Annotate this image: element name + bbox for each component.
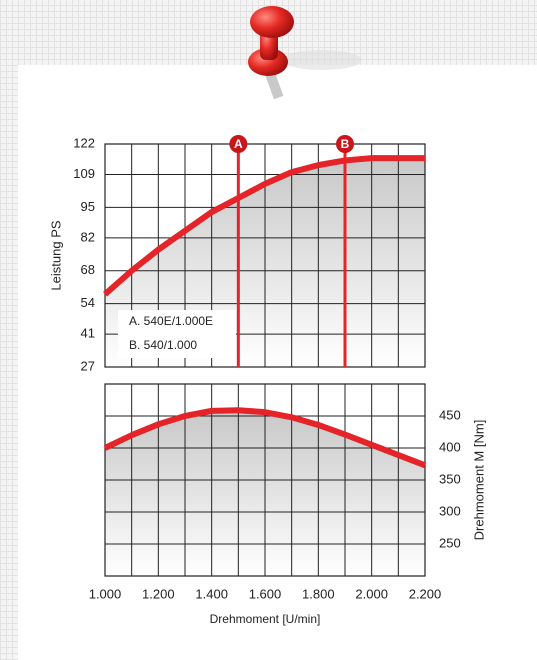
y2-tick-label: 400 (439, 439, 461, 454)
y2-axis-title: Drehmoment M [Nm] (471, 420, 486, 541)
marker-legend-box (118, 310, 236, 358)
x-axis-title: Drehmoment [U/min] (210, 612, 321, 626)
x-tick-label: 1.400 (195, 586, 228, 601)
marker-label: B (341, 137, 350, 151)
y2-tick-label: 300 (439, 503, 461, 518)
marker-legend-entry: B. 540/1.000 (129, 338, 197, 352)
y-axis-title: Leistung PS (48, 220, 63, 290)
line (103, 155, 425, 297)
line (103, 407, 427, 469)
x-tick-label: 2.200 (409, 586, 442, 601)
y-tick-label: 82 (81, 229, 95, 244)
pushpin (248, 6, 362, 100)
y2-tick-label: 250 (439, 535, 461, 550)
y-tick-label: 68 (81, 262, 95, 277)
y-tick-label: 54 (81, 295, 95, 310)
marker-badge (336, 135, 354, 153)
y2-tick-label: 450 (439, 407, 461, 422)
y-tick-label: 41 (81, 326, 95, 341)
marker-label: A (234, 137, 243, 151)
x-tick-label: 1.800 (302, 586, 335, 601)
marker-badge (229, 135, 248, 153)
y-tick-label: 95 (81, 199, 95, 214)
x-tick-label: 2.000 (355, 586, 388, 601)
y-tick-label: 109 (73, 166, 95, 181)
y-tick-label: 122 (73, 135, 95, 150)
marker-legend-entry: A. 540E/1.000E (129, 314, 213, 328)
x-tick-label: 1.000 (89, 586, 122, 601)
y2-tick-label: 350 (439, 471, 461, 486)
x-tick-label: 1.600 (249, 586, 282, 601)
plot-frame (104, 383, 426, 577)
y-tick-label: 27 (81, 358, 95, 373)
plot-frame (104, 143, 426, 368)
x-tick-label: 1.200 (142, 586, 175, 601)
